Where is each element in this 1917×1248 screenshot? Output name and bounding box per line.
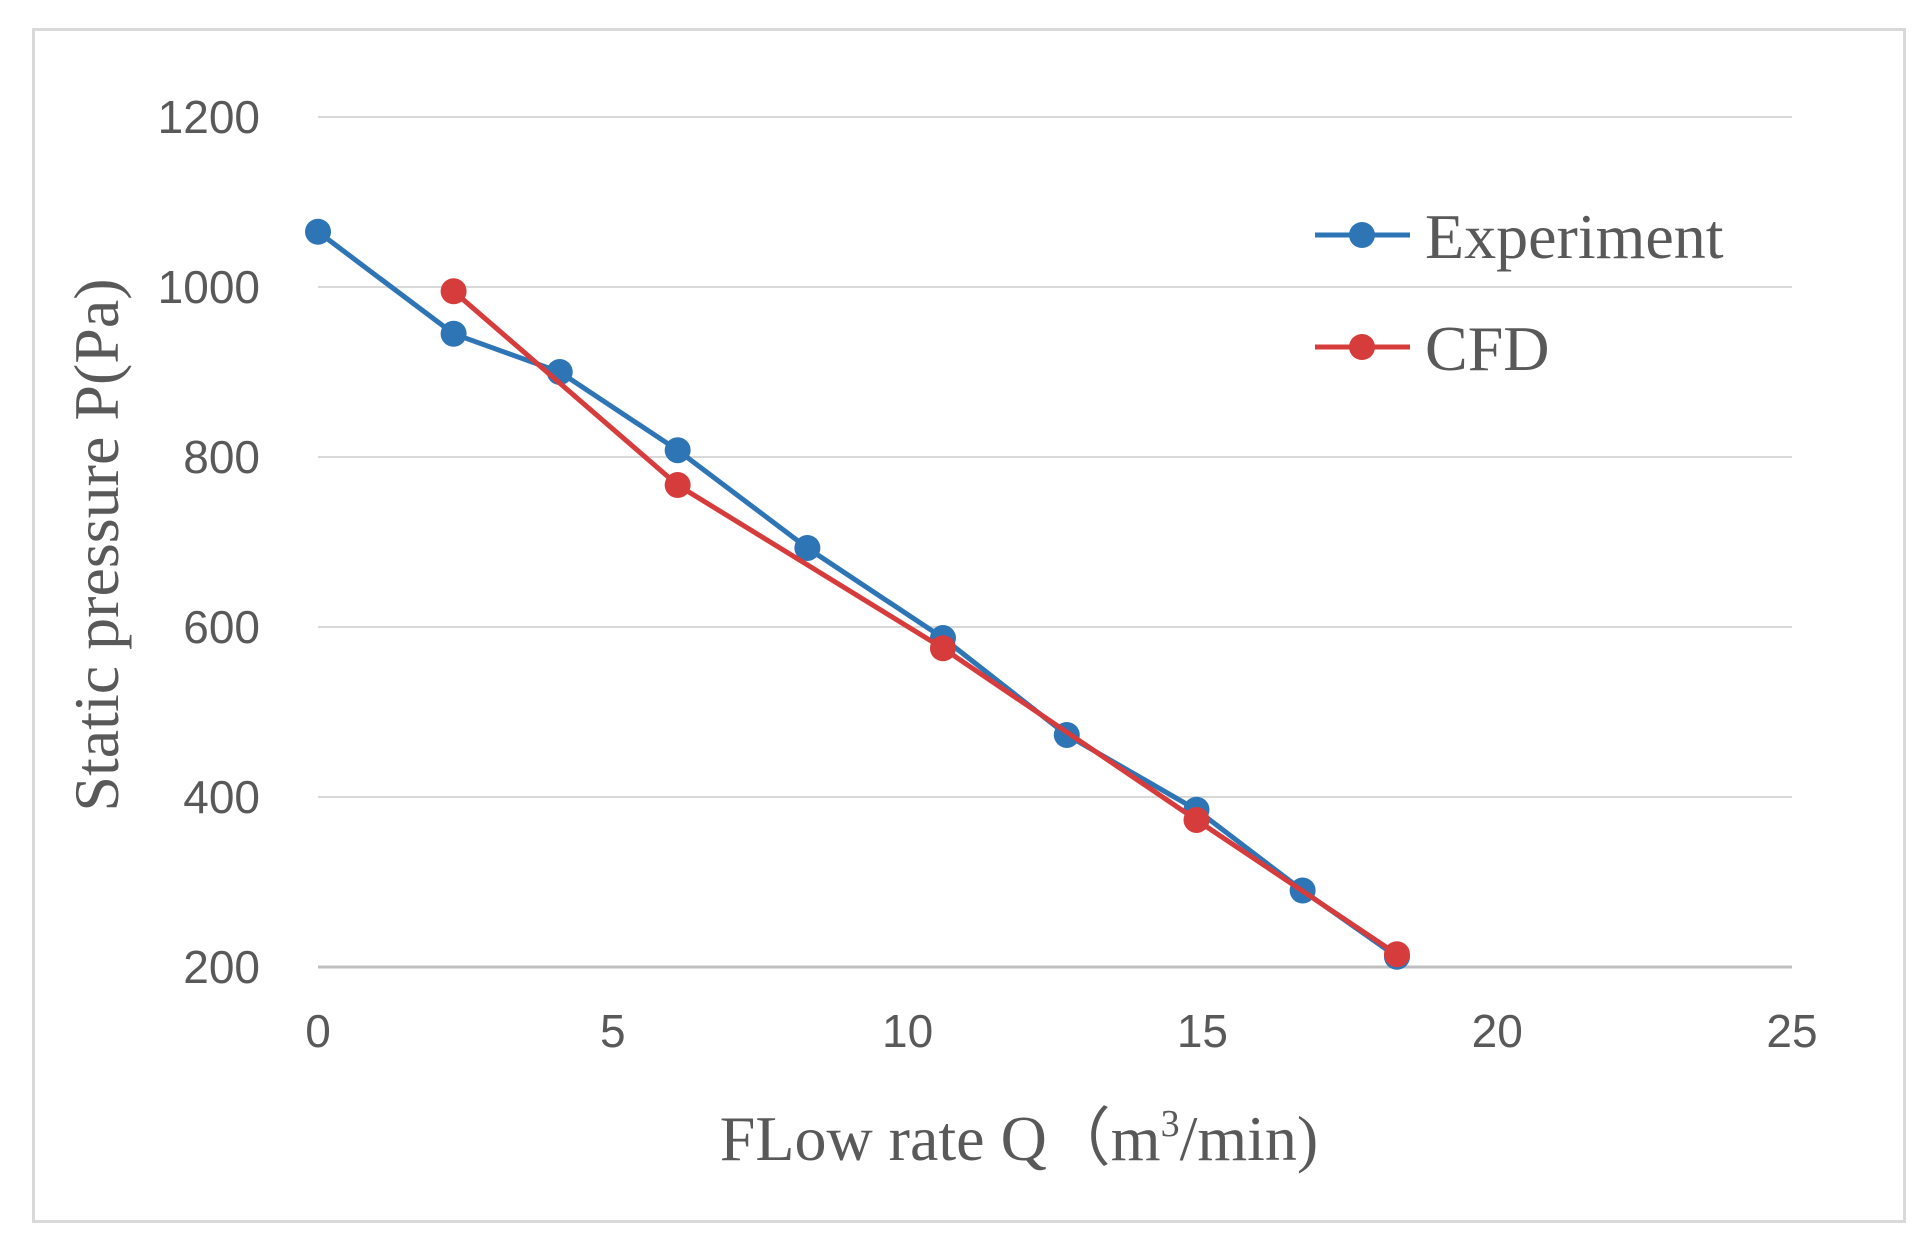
data-point-cfd-0 [440, 278, 467, 305]
x-tick-labels: 0 5 10 15 20 25 [305, 1005, 1817, 1057]
x-tick-label-10: 10 [882, 1005, 933, 1057]
legend-label-experiment: Experiment [1425, 201, 1724, 272]
x-axis-title-tail: /min) [1180, 1103, 1319, 1174]
data-point-cfd-4 [1383, 941, 1410, 968]
y-tick-labels: 200 400 600 800 1000 1200 [158, 91, 260, 993]
x-axis-title-superscript: 3 [1161, 1103, 1180, 1145]
y-tick-label-800: 800 [183, 431, 260, 483]
data-point-cfd-1 [664, 472, 691, 499]
x-axis-title-main: FLow rate Q（m [720, 1103, 1161, 1174]
x-tick-label-0: 0 [305, 1005, 331, 1057]
legend-item-experiment: Experiment [1315, 201, 1724, 272]
legend: Experiment CFD [1315, 201, 1724, 384]
legend-label-cfd: CFD [1425, 313, 1550, 384]
data-point-experiment-4 [794, 534, 821, 561]
y-axis-title: Static pressure P(Pa) [61, 278, 132, 811]
legend-item-cfd: CFD [1315, 313, 1550, 384]
series-line-experiment [315, 229, 1400, 960]
series-group [305, 218, 1410, 970]
x-tick-label-25: 25 [1766, 1005, 1817, 1057]
x-tick-label-20: 20 [1472, 1005, 1523, 1057]
x-tick-label-5: 5 [600, 1005, 626, 1057]
legend-marker-experiment [1349, 222, 1375, 248]
data-point-experiment-0 [305, 218, 331, 245]
data-point-cfd-2 [929, 635, 956, 662]
data-point-experiment-3 [664, 437, 691, 464]
gridlines [318, 116, 1792, 969]
y-tick-label-200: 200 [183, 941, 260, 993]
y-tick-label-1200: 1200 [158, 91, 260, 143]
y-tick-label-400: 400 [183, 771, 260, 823]
x-axis-title: FLow rate Q（m3/min) [720, 1103, 1318, 1174]
chart-frame [32, 28, 1906, 1223]
legend-marker-cfd [1349, 334, 1375, 360]
y-tick-label-1000: 1000 [158, 261, 260, 313]
x-tick-label-15: 15 [1177, 1005, 1228, 1057]
y-tick-label-600: 600 [183, 601, 260, 653]
data-point-experiment-1 [440, 320, 467, 347]
data-point-cfd-3 [1183, 806, 1210, 833]
